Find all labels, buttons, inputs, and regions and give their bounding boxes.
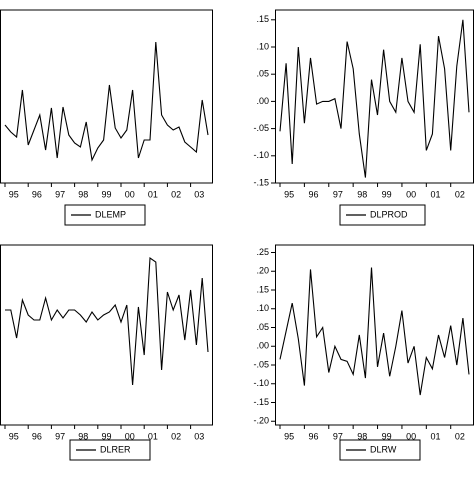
x-tick-label: 95 — [284, 431, 294, 441]
y-tick-label: .00 — [256, 341, 269, 351]
y-tick-label: -.10 — [253, 150, 269, 160]
x-tick-label: 00 — [125, 189, 135, 199]
series-line — [279, 19, 470, 178]
x-tick-label: 03 — [194, 189, 204, 199]
x-tick-label: 98 — [78, 189, 88, 199]
x-tick-label: 99 — [101, 189, 111, 199]
x-tick-label: 99 — [382, 189, 392, 199]
y-tick-label: -.05 — [253, 123, 269, 133]
series-line — [4, 41, 209, 162]
x-tick-label: 00 — [125, 431, 135, 441]
legend-box — [64, 204, 146, 226]
x-tick-label: 95 — [9, 189, 19, 199]
y-tick-label: .05 — [256, 322, 269, 332]
x-tick-label: 99 — [101, 431, 111, 441]
x-tick-label: 99 — [382, 431, 392, 441]
y-tick-label: .10 — [256, 303, 269, 313]
x-tick-label: 95 — [284, 189, 294, 199]
x-tick-label: 02 — [171, 189, 181, 199]
x-tick-label: 01 — [430, 431, 440, 441]
x-tick-label: 01 — [148, 189, 158, 199]
y-tick-label: -.15 — [253, 397, 269, 407]
x-tick-label: 97 — [333, 431, 343, 441]
y-tick-label: .10 — [256, 41, 269, 51]
y-tick-label: .20 — [256, 266, 269, 276]
y-tick-label: -.05 — [253, 359, 269, 369]
y-tick-label: .15 — [256, 14, 269, 24]
x-tick-label: 03 — [194, 431, 204, 441]
legend-box — [339, 204, 426, 226]
legend-label: DLRW — [370, 444, 397, 454]
series-line — [5, 256, 209, 386]
legend-box — [69, 439, 151, 461]
series-line — [279, 267, 470, 396]
x-tick-label: 01 — [430, 189, 440, 199]
x-tick-label: 96 — [32, 189, 42, 199]
y-tick-label: .15 — [256, 284, 269, 294]
x-tick-label: 02 — [455, 431, 465, 441]
x-tick-label: 96 — [309, 431, 319, 441]
plot-frame — [275, 244, 474, 426]
x-tick-label: 97 — [333, 189, 343, 199]
plot-frame — [0, 9, 213, 184]
y-tick-label: .05 — [256, 69, 269, 79]
x-tick-label: 01 — [148, 431, 158, 441]
legend-box — [339, 439, 421, 461]
x-tick-label: 97 — [55, 189, 65, 199]
x-tick-label: 96 — [309, 189, 319, 199]
x-tick-label: 98 — [78, 431, 88, 441]
x-tick-label: 00 — [406, 189, 416, 199]
x-tick-label: 97 — [55, 431, 65, 441]
legend-label: DLRER — [100, 444, 131, 454]
y-tick-label: -.10 — [253, 378, 269, 388]
x-tick-label: 95 — [9, 431, 19, 441]
x-tick-label: 98 — [357, 189, 367, 199]
y-tick-label: -.20 — [253, 416, 269, 426]
legend-label: DLEMP — [95, 209, 126, 219]
x-tick-label: 02 — [171, 431, 181, 441]
plot-frame — [0, 244, 213, 426]
y-tick-label: .00 — [256, 96, 269, 106]
x-tick-label: 02 — [455, 189, 465, 199]
y-tick-label: -.15 — [253, 177, 269, 187]
x-tick-label: 96 — [32, 431, 42, 441]
y-tick-label: .25 — [256, 247, 269, 257]
x-tick-label: 00 — [406, 431, 416, 441]
legend-label: DLPROD — [370, 209, 408, 219]
x-tick-label: 98 — [357, 431, 367, 441]
